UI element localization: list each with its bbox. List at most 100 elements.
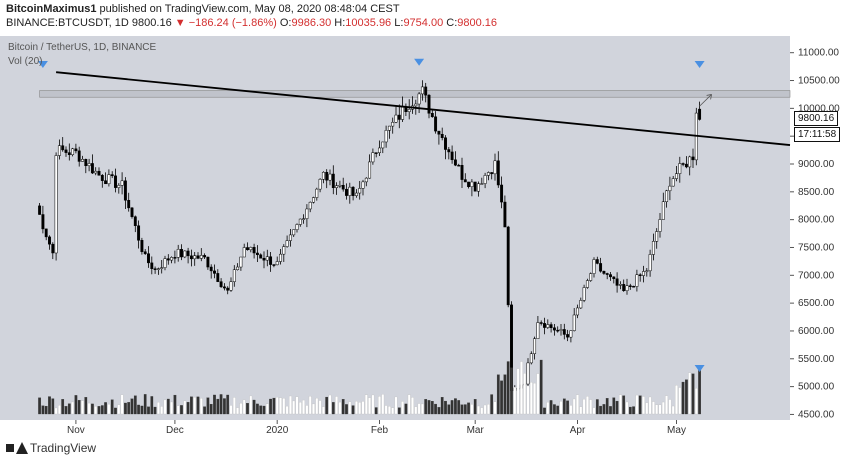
volume-bar — [364, 394, 368, 415]
y-tick-label: 6000.00 — [798, 326, 835, 337]
candle-body — [533, 338, 537, 354]
candle-body — [460, 165, 464, 180]
low-label: L: — [394, 17, 404, 29]
volume-bar — [645, 402, 649, 415]
volume-bar — [411, 397, 414, 415]
volume-bar — [635, 394, 639, 415]
volume-bar — [685, 379, 688, 415]
candle-body — [381, 141, 385, 149]
x-tick-label: Nov — [67, 425, 85, 436]
tradingview-footer[interactable]: TradingView — [6, 441, 96, 455]
candle-body — [493, 160, 497, 175]
candle-body — [295, 224, 299, 230]
volume-bar — [64, 406, 68, 415]
volume-bar — [434, 403, 437, 415]
volume-bar — [480, 407, 484, 415]
volume-bar — [477, 405, 480, 415]
candle-body — [618, 284, 622, 286]
volume-bar — [140, 405, 144, 415]
candle-body — [315, 188, 319, 198]
candle-body — [645, 270, 649, 273]
volume-bar — [414, 406, 418, 415]
candle-body — [285, 240, 289, 247]
candle-body — [358, 188, 362, 194]
plot-area[interactable] — [0, 36, 790, 420]
candle-body — [552, 327, 556, 331]
volume-bar — [305, 405, 309, 415]
candle-body — [156, 268, 160, 270]
volume-bar — [506, 361, 510, 415]
candle-body — [308, 201, 312, 210]
candle-body — [605, 273, 609, 275]
candle-body — [275, 261, 279, 266]
volume-bar — [671, 405, 675, 415]
volume-bar — [417, 403, 421, 415]
volume-bar — [628, 406, 632, 415]
candle-body — [123, 180, 127, 201]
candle-body — [321, 171, 325, 180]
volume-bar — [308, 396, 312, 415]
volume-bar — [619, 394, 622, 415]
low-value: 9754.00 — [403, 17, 444, 29]
candle-body — [81, 158, 84, 162]
candle-body — [97, 170, 101, 176]
candle-body — [473, 181, 477, 192]
candle-body — [612, 276, 616, 280]
volume-bar — [599, 405, 602, 415]
volume-bar — [183, 400, 187, 415]
volume-bar — [48, 396, 51, 415]
marker-down-icon — [694, 60, 705, 68]
volume-bar — [457, 400, 461, 415]
candle-body — [279, 253, 282, 262]
candle-body — [318, 178, 322, 190]
candle-body — [335, 185, 339, 189]
candle-body — [189, 255, 193, 260]
volume-bar — [351, 405, 355, 415]
volume-bar — [322, 406, 325, 415]
volume-bar — [110, 399, 114, 415]
volume-bar — [381, 394, 385, 415]
volume-bar — [249, 395, 253, 415]
volume-bar — [262, 405, 266, 415]
candle-body — [526, 362, 530, 385]
volume-bar — [173, 394, 177, 415]
author-name[interactable]: BitcoinMaximus1 — [6, 3, 97, 15]
candle-body — [229, 281, 233, 291]
x-tick-label: 2020 — [266, 425, 289, 436]
volume-bar — [520, 361, 523, 415]
candle-body — [671, 178, 675, 187]
volume-bar — [77, 400, 81, 415]
candle-body — [282, 246, 286, 255]
candle-body — [368, 161, 372, 179]
symbol-info: BINANCE:BTCUSDT, 1D 9800.16 ▼ −186.24 (−… — [6, 17, 497, 29]
volume-bar — [223, 398, 226, 415]
candle-body — [328, 173, 332, 181]
candle-body — [180, 249, 183, 258]
volume-bar — [246, 403, 249, 415]
candle-body — [394, 114, 398, 123]
candle-body — [176, 249, 180, 258]
volume-bar — [592, 407, 596, 415]
volume-bar — [444, 400, 447, 415]
volume-bar — [44, 405, 48, 415]
candle-body — [556, 329, 560, 332]
candle-body — [688, 156, 692, 168]
candle-body — [345, 188, 348, 196]
y-tick-label: 6500.00 — [798, 298, 835, 309]
volume-bar — [97, 406, 101, 415]
volume-legend: Vol (20) — [8, 56, 43, 67]
candle-body — [691, 156, 695, 161]
volume-bar — [463, 404, 467, 415]
candle-body — [325, 171, 329, 181]
candle-body — [305, 208, 309, 219]
volume-bar — [661, 401, 665, 415]
candle-body — [543, 323, 546, 328]
volume-bar — [384, 405, 388, 415]
candle-body — [569, 330, 573, 338]
volume-bar — [348, 401, 352, 415]
volume-bar — [186, 402, 190, 415]
publish-text: published on TradingView.com, May 08, 20… — [99, 3, 400, 15]
candle-body — [615, 278, 619, 286]
volume-bar — [355, 401, 358, 415]
candle-body — [490, 172, 494, 175]
